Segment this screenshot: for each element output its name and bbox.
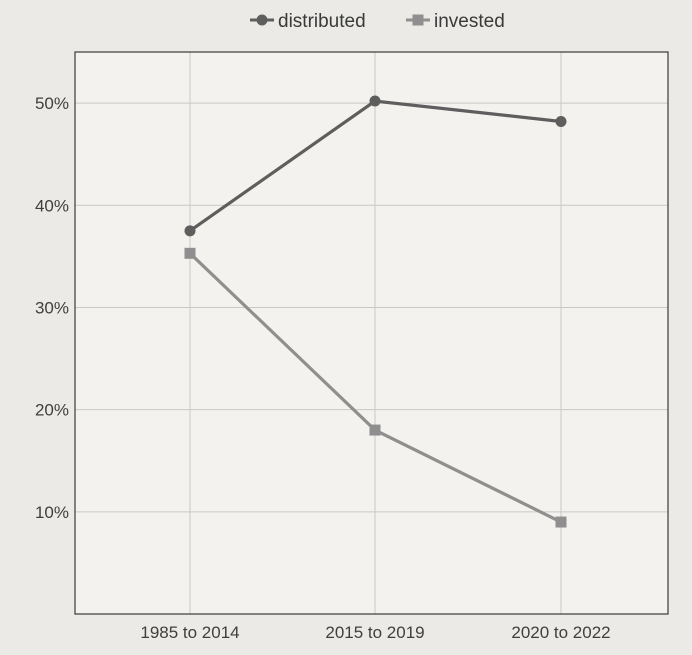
y-tick-label: 50% (35, 94, 69, 113)
y-tick-label: 20% (35, 401, 69, 420)
data-point-invested (555, 516, 567, 528)
legend: distributed invested (250, 11, 505, 32)
data-point-invested (369, 424, 381, 436)
x-tick-label: 1985 to 2014 (140, 623, 239, 642)
data-point-invested (184, 247, 196, 259)
gridlines (75, 52, 668, 614)
y-tick-label: 40% (35, 196, 69, 215)
y-tick-label: 10% (35, 503, 69, 522)
series-lines (184, 95, 567, 528)
data-point-distributed (555, 115, 567, 127)
plot-area (75, 52, 668, 614)
legend-marker-square (412, 14, 424, 26)
x-tick-label: 2015 to 2019 (325, 623, 424, 642)
x-axis-ticks: 1985 to 2014 2015 to 2019 2020 to 2022 (140, 623, 610, 642)
legend-label-distributed: distributed (278, 11, 366, 32)
plot-frame (74, 51, 669, 615)
data-point-distributed (369, 95, 381, 107)
legend-label-invested: invested (434, 11, 505, 32)
x-tick-label: 2020 to 2022 (511, 623, 610, 642)
legend-marker-circle (256, 14, 268, 26)
data-point-distributed (184, 225, 196, 237)
y-tick-label: 30% (35, 298, 69, 317)
y-axis-ticks: 10% 20% 30% 40% 50% (35, 94, 69, 522)
